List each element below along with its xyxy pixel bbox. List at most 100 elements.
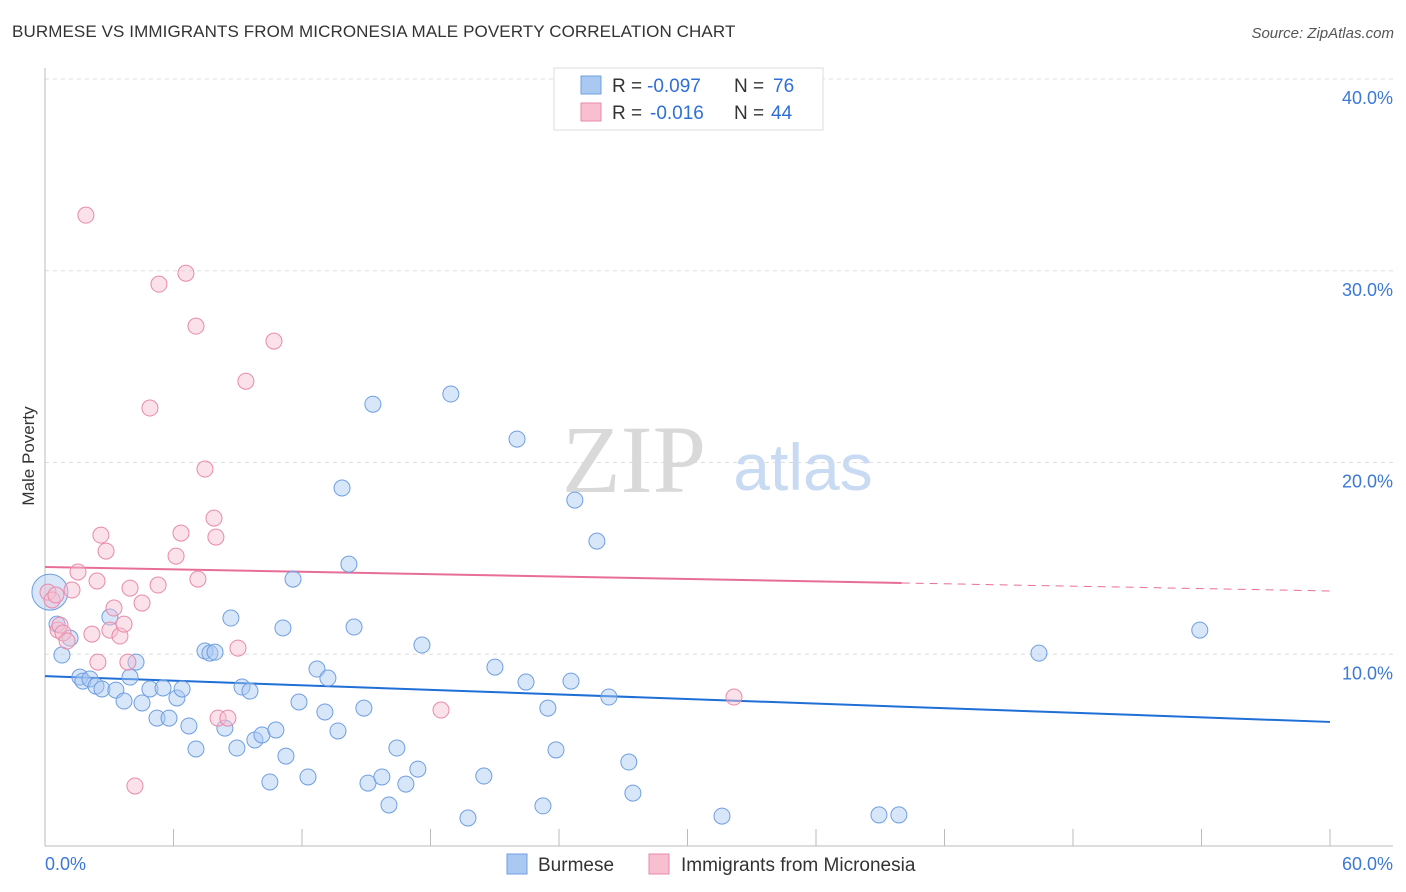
burmese-point bbox=[442, 385, 460, 403]
y-tick-label: 10.0% bbox=[1342, 663, 1393, 683]
gridlines bbox=[45, 78, 1393, 655]
legend-label-micronesia: Immigrants from Micronesia bbox=[681, 855, 916, 876]
burmese-point bbox=[308, 660, 326, 678]
burmese-point bbox=[409, 760, 427, 778]
burmese-point bbox=[380, 796, 398, 814]
burmese-point bbox=[359, 774, 377, 792]
micronesia-point bbox=[105, 599, 123, 617]
micronesia-point bbox=[196, 460, 214, 478]
burmese-point bbox=[508, 430, 526, 448]
micronesia-point bbox=[121, 579, 139, 597]
burmese-point bbox=[173, 680, 191, 698]
micronesia-point bbox=[237, 372, 255, 390]
micronesia-trend-extension bbox=[901, 582, 1331, 592]
legend-swatch-micronesia bbox=[648, 853, 670, 875]
micronesia-point bbox=[167, 547, 185, 565]
burmese-point bbox=[216, 719, 234, 737]
micronesia-point bbox=[126, 777, 144, 795]
burmese-point bbox=[201, 644, 219, 662]
burmese-point bbox=[713, 807, 731, 825]
legend-n-value: 44 bbox=[771, 103, 793, 124]
micronesia-point bbox=[187, 317, 205, 335]
burmese-point bbox=[233, 678, 251, 696]
y-axis-label: Male Poverty bbox=[19, 406, 38, 506]
trend-lines bbox=[44, 566, 1331, 723]
legend-r-value: -0.097 bbox=[647, 76, 701, 97]
burmese-point bbox=[148, 709, 166, 727]
burmese-point bbox=[890, 806, 908, 824]
micronesia-point bbox=[172, 524, 190, 542]
micronesia-point bbox=[83, 625, 101, 643]
micronesia-point bbox=[209, 709, 227, 727]
burmese-point bbox=[539, 699, 557, 717]
burmese-point bbox=[180, 717, 198, 735]
burmese-point bbox=[517, 673, 535, 691]
y-tick-label: 20.0% bbox=[1342, 472, 1393, 492]
micronesia-point bbox=[150, 275, 168, 293]
burmese-point bbox=[168, 689, 186, 707]
burmese-point bbox=[486, 658, 504, 676]
legend-label-burmese: Burmese bbox=[538, 855, 614, 876]
legend-r-label: R = bbox=[612, 76, 642, 97]
burmese-point bbox=[620, 753, 638, 771]
micronesia-point bbox=[119, 653, 137, 671]
x-tick-label: 60.0% bbox=[1342, 854, 1393, 874]
burmese-point bbox=[870, 806, 888, 824]
burmese-trend-line bbox=[44, 675, 1331, 723]
micronesia-point bbox=[265, 332, 283, 350]
burmese-point bbox=[299, 768, 317, 786]
series-legend: Burmese Immigrants from Micronesia bbox=[506, 853, 916, 876]
burmese-point bbox=[388, 739, 406, 757]
burmese-point bbox=[413, 636, 431, 654]
chart-title: BURMESE VS IMMIGRANTS FROM MICRONESIA MA… bbox=[12, 22, 736, 41]
micronesia-point bbox=[432, 701, 450, 719]
burmese-point bbox=[566, 491, 584, 509]
micronesia-trend-line bbox=[44, 566, 902, 584]
burmese-point bbox=[1030, 644, 1048, 662]
burmese-point bbox=[373, 768, 391, 786]
burmese-point bbox=[277, 747, 295, 765]
micronesia-point bbox=[89, 653, 107, 671]
burmese-point bbox=[475, 767, 493, 785]
burmese-point bbox=[101, 608, 119, 626]
micronesia-point bbox=[92, 526, 110, 544]
watermark-atlas: atlas bbox=[733, 430, 872, 504]
burmese-point bbox=[397, 775, 415, 793]
burmese-point bbox=[547, 741, 565, 759]
micronesia-point bbox=[58, 632, 76, 650]
burmese-point bbox=[600, 688, 618, 706]
burmese-point bbox=[284, 570, 302, 588]
burmese-point bbox=[261, 773, 279, 791]
burmese-point bbox=[141, 680, 159, 698]
micronesia-point bbox=[205, 509, 223, 527]
burmese-point bbox=[562, 672, 580, 690]
burmese-point bbox=[329, 722, 347, 740]
micronesia-point bbox=[69, 563, 87, 581]
legend-r-value: -0.016 bbox=[650, 103, 704, 124]
micronesia-point bbox=[219, 709, 237, 727]
x-tick-label: 0.0% bbox=[45, 854, 86, 874]
burmese-point bbox=[154, 679, 172, 697]
burmese-point bbox=[333, 479, 351, 497]
burmese-point bbox=[274, 619, 292, 637]
burmese-point bbox=[534, 797, 552, 815]
burmese-point bbox=[459, 809, 477, 827]
legend-swatch-blue bbox=[580, 75, 602, 95]
burmese-point bbox=[340, 555, 358, 573]
burmese-point bbox=[206, 643, 224, 661]
micronesia-point bbox=[97, 542, 115, 560]
micronesia-point bbox=[115, 615, 133, 633]
burmese-point bbox=[222, 609, 240, 627]
data-points bbox=[31, 206, 1209, 827]
correlation-legend: R = -0.097 N = 76 R = -0.016 N = 44 bbox=[553, 67, 824, 131]
burmese-point bbox=[241, 682, 259, 700]
micronesia-point bbox=[47, 586, 65, 604]
micronesia-point bbox=[725, 688, 743, 706]
micronesia-point bbox=[54, 624, 72, 642]
source-label: Source: ZipAtlas.com bbox=[1251, 25, 1394, 42]
micronesia-point bbox=[77, 206, 95, 224]
axes bbox=[44, 68, 1393, 847]
legend-swatch-pink bbox=[580, 102, 602, 122]
micronesia-point bbox=[141, 399, 159, 417]
